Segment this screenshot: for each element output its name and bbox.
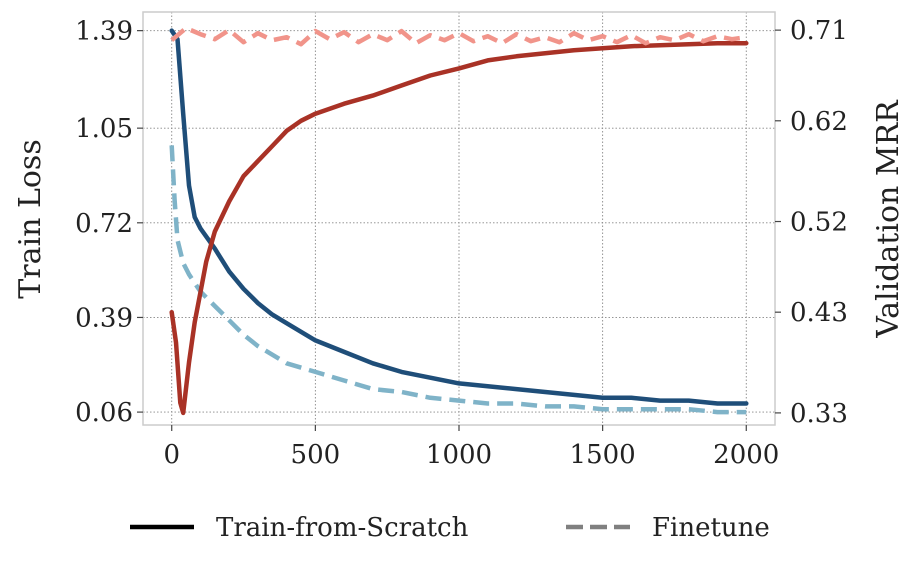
series-line-finetune-train-loss (169, 145, 747, 415)
y-left-tick-label: 1.39 (75, 17, 133, 47)
y-left-tick-label: 1.05 (75, 114, 133, 144)
y-right-tick-label: 0.52 (790, 208, 848, 238)
x-tick-label: 500 (291, 440, 341, 470)
series-layer (169, 25, 749, 416)
x-tick-label: 0 (163, 440, 180, 470)
x-tick-label: 1000 (426, 440, 492, 470)
x-tick-label: 1500 (570, 440, 636, 470)
tick-layer: 0 500 1000 1500 2000 0.06 0.39 0.72 1.05 1.39 0.33… (75, 16, 848, 470)
y-axis-right-title: Validation MRR (871, 99, 906, 339)
y-left-tick-label: 0.72 (75, 209, 133, 239)
grid (143, 12, 775, 425)
legend-label-finetune: Finetune (652, 513, 770, 543)
y-left-tick-label: 0.06 (75, 398, 133, 428)
series-line-train-from-scratch-validation-mrr (169, 40, 749, 416)
legend: Train-from-Scratch Finetune (130, 513, 770, 543)
y-left-tick-label: 0.39 (75, 303, 133, 333)
y-axis-left-title: Train Loss (13, 139, 48, 298)
series-line-train-from-scratch-train-loss (169, 28, 749, 406)
x-tick-label: 2000 (713, 440, 779, 470)
y-right-tick-label: 0.71 (790, 16, 848, 46)
y-right-tick-label: 0.62 (790, 107, 848, 137)
legend-label-train-from-scratch: Train-from-Scratch (216, 513, 469, 543)
y-right-tick-label: 0.43 (790, 298, 848, 328)
y-right-tick-label: 0.33 (790, 399, 848, 429)
